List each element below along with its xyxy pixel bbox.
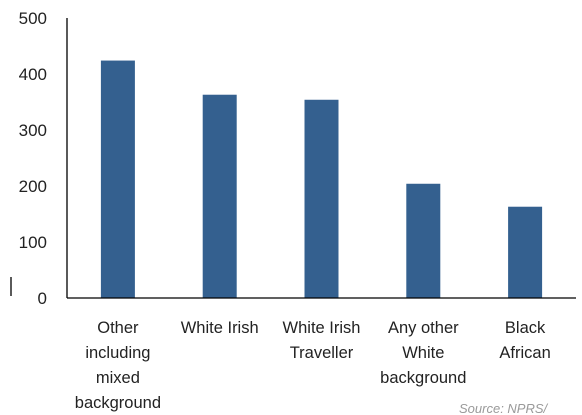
x-category-label: White Irish xyxy=(181,319,259,337)
bar xyxy=(100,60,135,299)
y-tick-label: 200 xyxy=(19,177,47,196)
y-tick-label: 300 xyxy=(19,121,47,140)
source-note: Source: NPRS/ xyxy=(459,401,549,415)
x-category-label: Black African xyxy=(499,319,550,362)
x-axis-category-labels: Other including mixed background White Irish… xyxy=(75,319,551,412)
y-tick-label: 100 xyxy=(19,233,47,252)
bar xyxy=(304,99,339,298)
y-tick-label: 0 xyxy=(38,289,47,308)
x-category-label: White Irish Traveller xyxy=(283,319,361,362)
x-category-label: Any other White background xyxy=(380,319,466,387)
y-tick-label: 400 xyxy=(19,65,47,84)
y-axis-tick-labels: 0 100 200 300 400 500 xyxy=(19,9,47,308)
x-category-label: Other including mixed background xyxy=(75,319,161,412)
bar xyxy=(406,183,441,298)
bars xyxy=(100,60,543,299)
axes xyxy=(10,18,576,299)
bar xyxy=(202,94,237,298)
y-tick-label: 500 xyxy=(19,9,47,28)
bar xyxy=(508,206,543,298)
